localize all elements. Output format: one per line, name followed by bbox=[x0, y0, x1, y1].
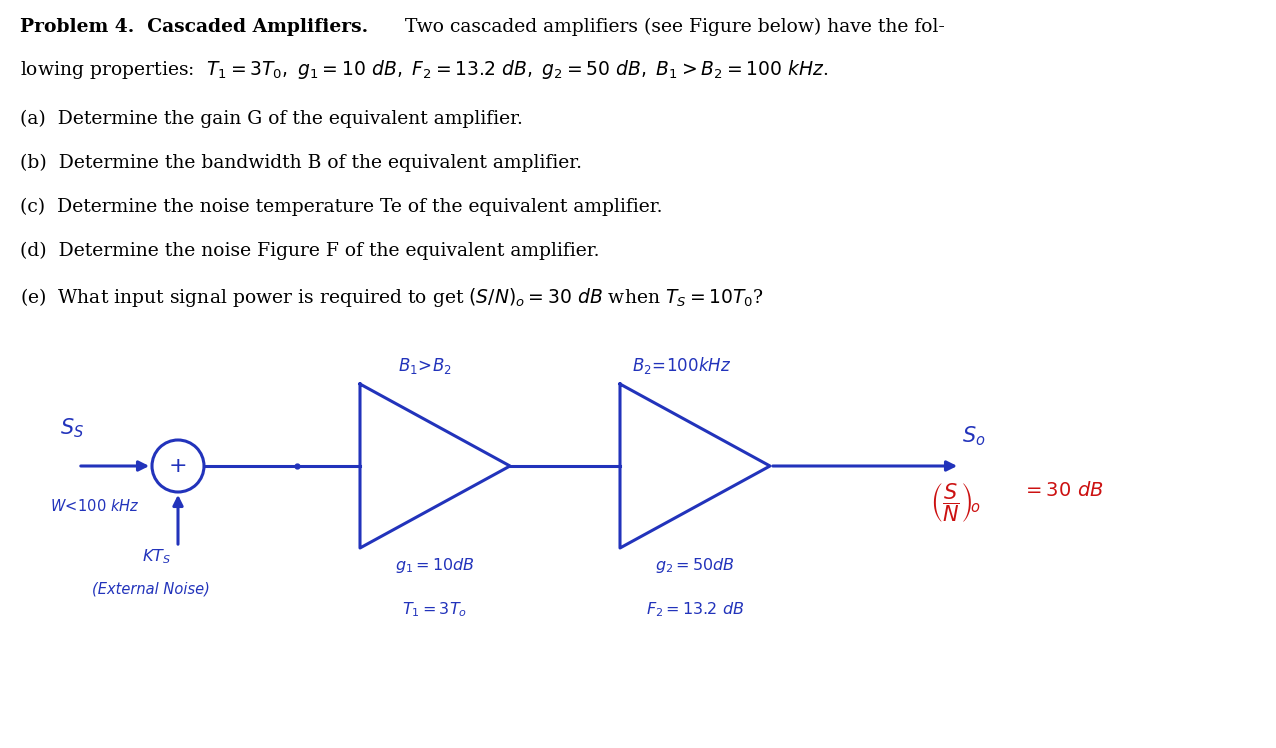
Text: $KT_S$: $KT_S$ bbox=[142, 547, 171, 565]
Text: $\left(\dfrac{S}{N}\right)_{\!o}$: $\left(\dfrac{S}{N}\right)_{\!o}$ bbox=[930, 481, 981, 524]
Text: $W\!<\!100\ kHz$: $W\!<\!100\ kHz$ bbox=[50, 498, 140, 514]
Text: $S_S$: $S_S$ bbox=[60, 417, 84, 440]
Text: $T_1 = 3T_o$: $T_1 = 3T_o$ bbox=[402, 600, 467, 619]
Text: (a)  Determine the gain G of the equivalent amplifier.: (a) Determine the gain G of the equivale… bbox=[20, 110, 523, 128]
Text: $= 30\ dB$: $= 30\ dB$ bbox=[1022, 481, 1104, 500]
Text: $B_2\!=\!100kHz$: $B_2\!=\!100kHz$ bbox=[632, 355, 731, 376]
Text: (b)  Determine the bandwidth B of the equivalent amplifier.: (b) Determine the bandwidth B of the equ… bbox=[20, 154, 582, 172]
Text: $g_1 = 10dB$: $g_1 = 10dB$ bbox=[396, 556, 475, 575]
Text: +: + bbox=[168, 456, 188, 476]
Text: Problem 4.  Cascaded Amplifiers.: Problem 4. Cascaded Amplifiers. bbox=[20, 18, 367, 36]
Text: (d)  Determine the noise Figure F of the equivalent amplifier.: (d) Determine the noise Figure F of the … bbox=[20, 242, 600, 260]
Text: $B_1\!>\!B_2$: $B_1\!>\!B_2$ bbox=[398, 356, 452, 376]
Text: lowing properties:  $T_1 = 3T_0,\ g_1 = 10\ dB,\ F_2 = 13.2\ dB,\ g_2 = 50\ dB,\: lowing properties: $T_1 = 3T_0,\ g_1 = 1… bbox=[20, 58, 828, 81]
Text: (c)  Determine the noise temperature Te of the equivalent amplifier.: (c) Determine the noise temperature Te o… bbox=[20, 198, 662, 216]
Text: $S_o$: $S_o$ bbox=[962, 424, 985, 448]
Text: (e)  What input signal power is required to get $(S/N)_o = 30\ dB$ when $T_S = 1: (e) What input signal power is required … bbox=[20, 286, 764, 309]
Text: (External Noise): (External Noise) bbox=[92, 582, 209, 597]
Text: $F_2 = 13.2\ dB$: $F_2 = 13.2\ dB$ bbox=[646, 600, 744, 619]
Text: $g_2 = 50dB$: $g_2 = 50dB$ bbox=[655, 556, 735, 575]
Text: Two cascaded amplifiers (see Figure below) have the fol-: Two cascaded amplifiers (see Figure belo… bbox=[404, 18, 944, 36]
